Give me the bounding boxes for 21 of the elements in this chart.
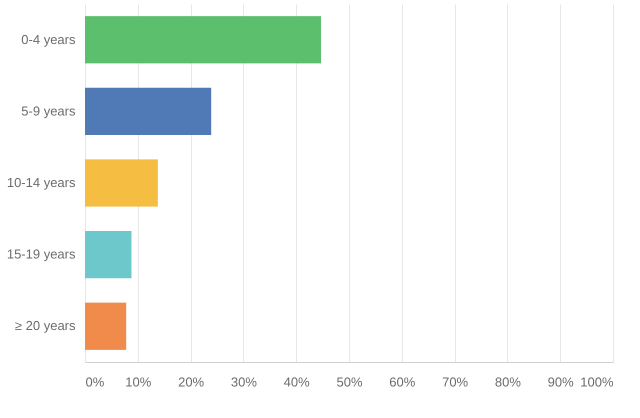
x-tick-label: 30%: [230, 374, 258, 390]
x-tick-label: 50%: [336, 374, 363, 390]
y-tick-label: 15-19 years: [6, 246, 76, 262]
x-tick-label: 20%: [178, 374, 205, 390]
y-tick-label: 0-4 years: [21, 32, 76, 47]
bar: [85, 16, 322, 64]
x-tick-label: 0%: [86, 374, 105, 390]
y-tick-label: 10-14 years: [6, 175, 76, 190]
bar: [85, 88, 212, 136]
x-tick-label: 10%: [125, 374, 152, 390]
x-tick-label: 40%: [284, 374, 310, 390]
bar: [85, 159, 158, 207]
bar: [85, 302, 126, 350]
x-tick-label: 90%: [548, 374, 574, 390]
x-tick-label: 60%: [389, 374, 416, 390]
y-tick-label: ≥ 20 years: [14, 318, 76, 334]
bar: [85, 230, 132, 278]
x-tick-label: 80%: [494, 374, 522, 390]
x-tick-label: 70%: [442, 374, 469, 390]
y-tick-label: 5-9 years: [21, 103, 76, 118]
x-tick-label: 100%: [580, 374, 614, 390]
